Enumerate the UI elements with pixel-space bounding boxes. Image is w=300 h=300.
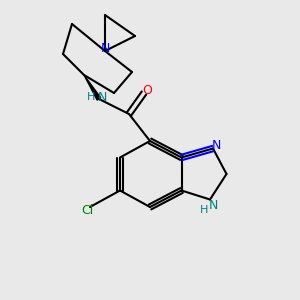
Text: Cl: Cl	[81, 203, 93, 217]
Polygon shape	[84, 75, 101, 100]
Text: H: H	[87, 92, 96, 103]
Text: N: N	[97, 91, 107, 104]
Text: N: N	[100, 41, 110, 55]
Text: H: H	[200, 205, 208, 215]
Text: N: N	[211, 139, 221, 152]
Text: O: O	[142, 83, 152, 97]
Text: N: N	[208, 199, 218, 212]
